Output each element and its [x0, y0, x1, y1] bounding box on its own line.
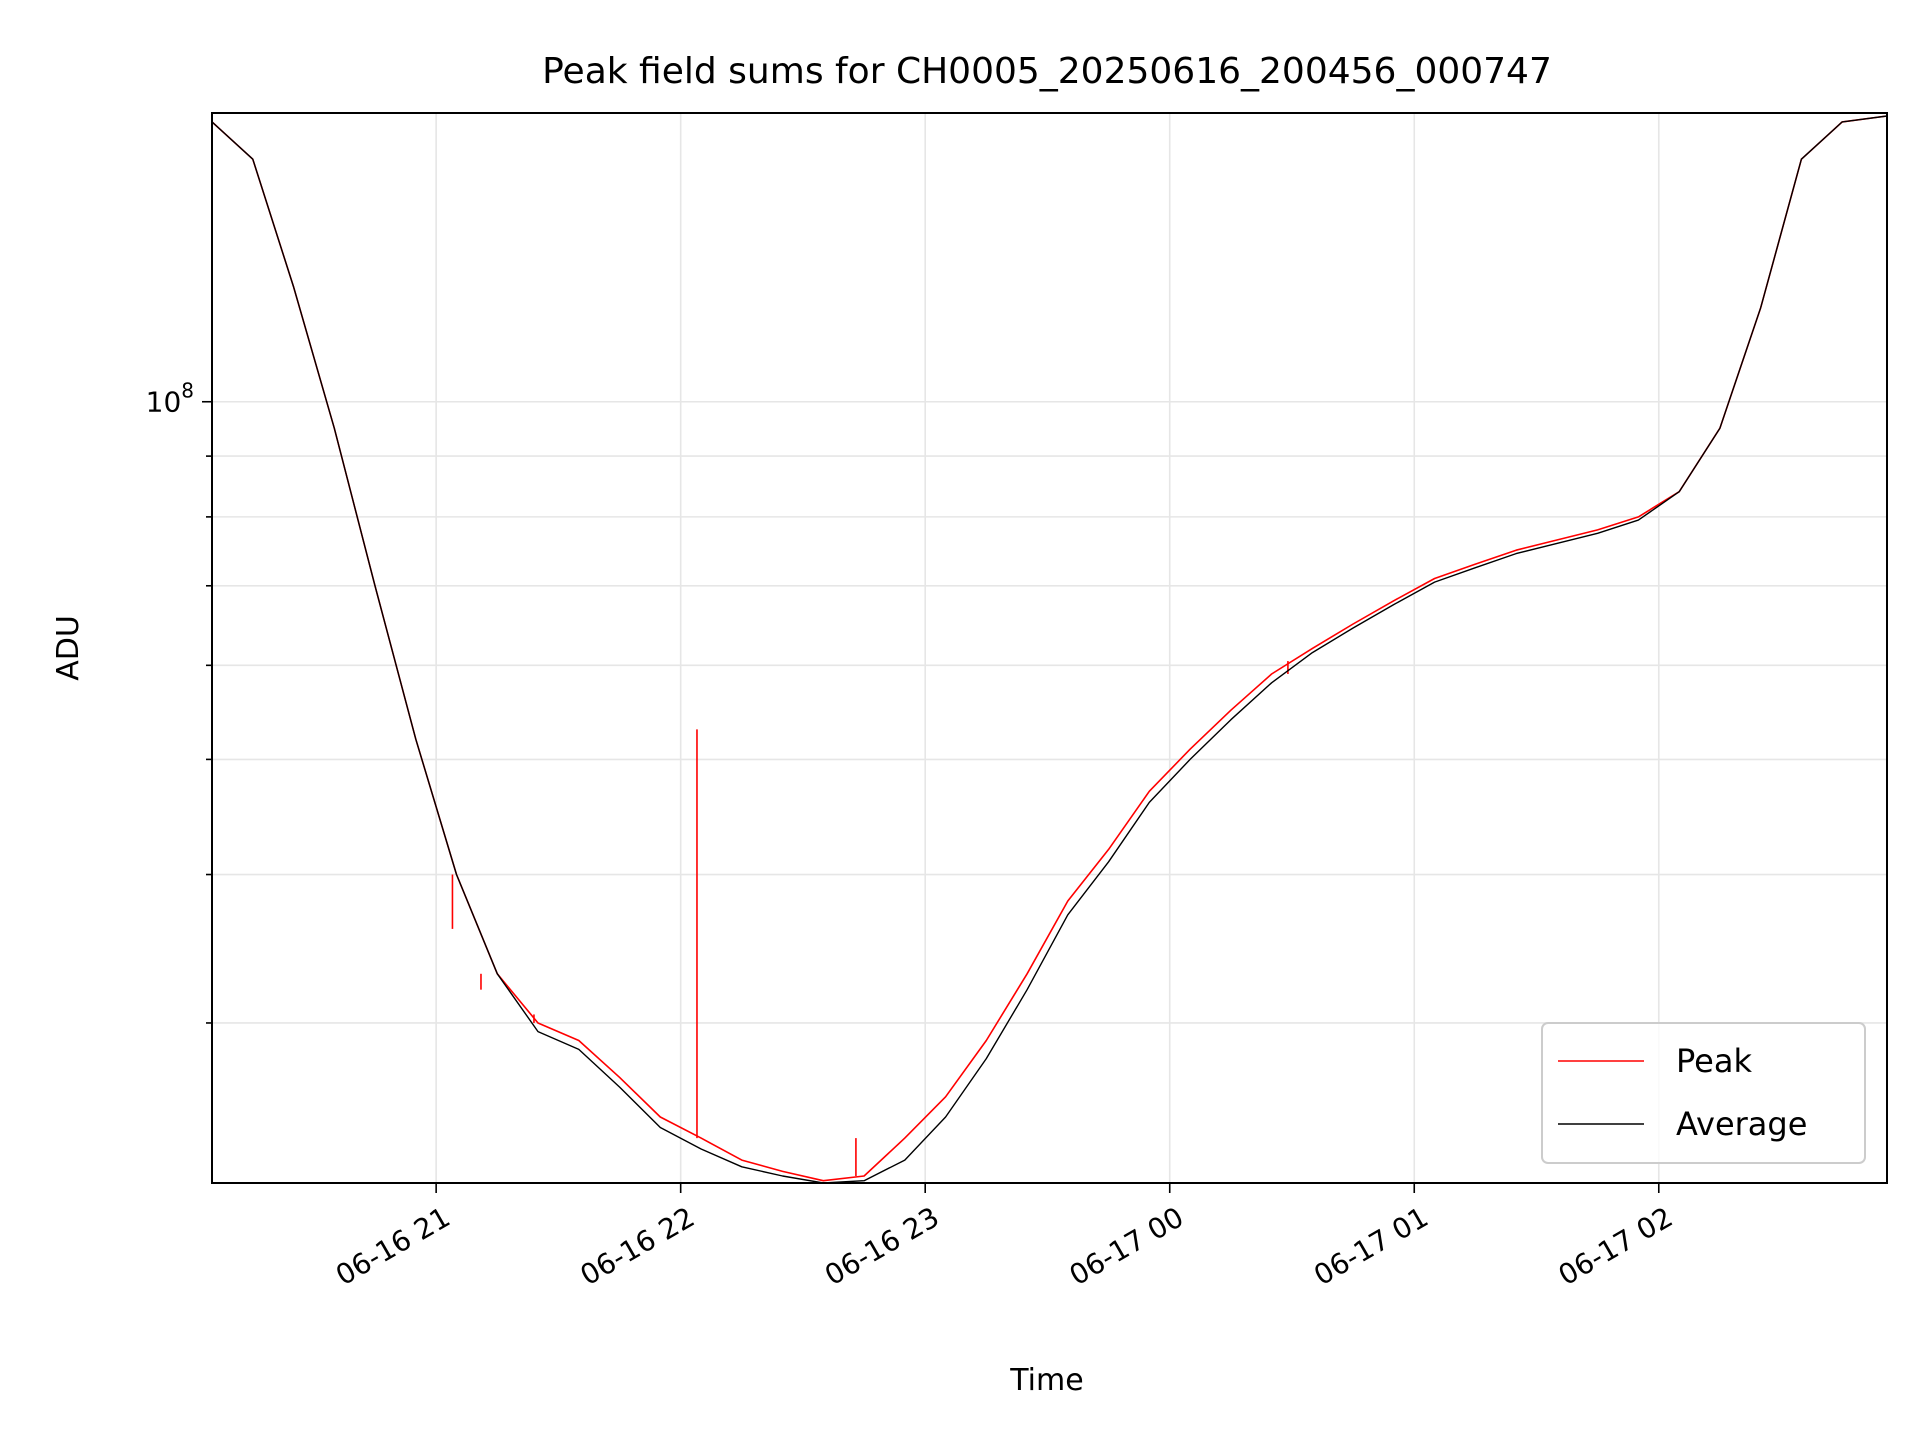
- legend-label: Peak: [1676, 1042, 1752, 1080]
- series-line-average: [212, 115, 1887, 1183]
- y-tick-exponent: 8: [181, 379, 194, 403]
- x-axis-label: Time: [1009, 1363, 1083, 1398]
- plot-frame: [211, 112, 1888, 1184]
- series-layer: [212, 115, 1887, 1183]
- y-tick-base: 10: [146, 386, 182, 419]
- chart-title: Peak field sums for CH0005_20250616_2004…: [542, 51, 1552, 92]
- legend-box: [1541, 1022, 1866, 1164]
- grid: [212, 113, 1887, 1183]
- legend-label: Average: [1676, 1105, 1807, 1143]
- y-tick-label: 108: [146, 379, 194, 419]
- legend: Peak Average: [1541, 1022, 1866, 1164]
- y-axis-label: ADU: [51, 615, 86, 681]
